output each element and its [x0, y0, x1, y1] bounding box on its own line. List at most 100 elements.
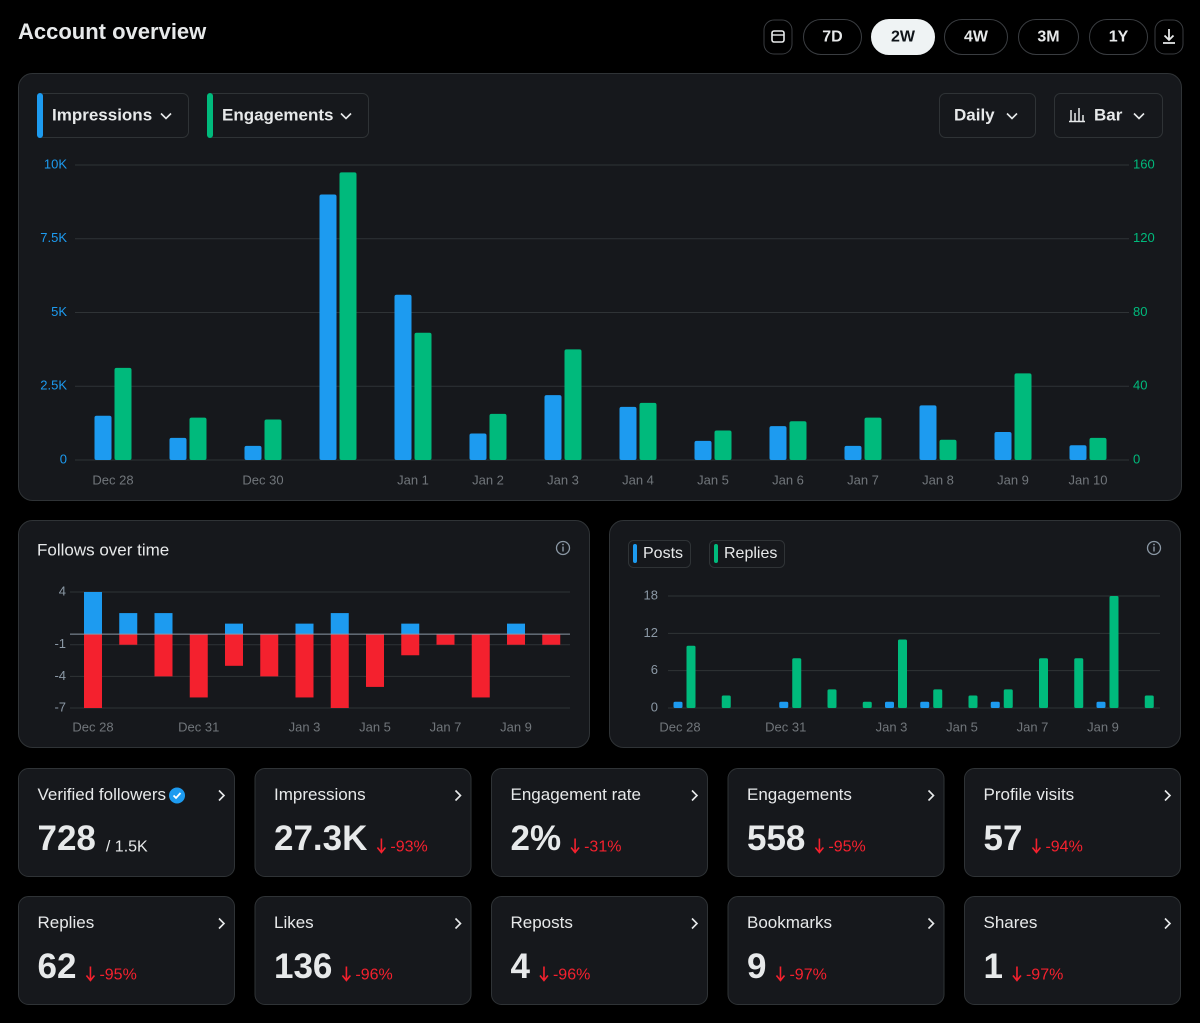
- x-tick-label: Jan 10: [1068, 472, 1107, 487]
- bar: [1096, 701, 1106, 708]
- range-button[interactable]: 7D: [803, 19, 862, 55]
- bar: [994, 431, 1012, 460]
- stat-card[interactable]: Impressions 27.3K -93%: [254, 768, 472, 877]
- posts-panel: [609, 520, 1181, 748]
- stat-card[interactable]: Verified followers 728 / 1.5K: [18, 768, 235, 877]
- range-label: 3M: [1037, 29, 1059, 46]
- x-tick-label: Jan 9: [997, 472, 1029, 487]
- y-tick-label: 6: [651, 662, 658, 677]
- range-button[interactable]: 3M: [1018, 19, 1079, 55]
- stat-card[interactable]: Engagement rate 2% -31%: [491, 768, 708, 877]
- stat-label: Reposts: [511, 913, 573, 932]
- y-tick-label: 2.5K: [40, 378, 67, 393]
- range-pill: [1089, 19, 1148, 55]
- x-tick-label: Jan 6: [772, 472, 804, 487]
- bar: [721, 695, 731, 708]
- card-frame: [727, 768, 945, 877]
- bar: [154, 613, 173, 635]
- bar: [189, 417, 207, 460]
- stat-change: -97%: [1026, 967, 1063, 984]
- chevron: [1164, 789, 1172, 802]
- bar: [469, 433, 487, 460]
- interval-dropdown[interactable]: Daily: [939, 93, 1036, 138]
- range-pill: [871, 19, 935, 55]
- stat-change: -93%: [390, 839, 427, 856]
- bar: [1089, 437, 1107, 460]
- bar: [401, 634, 420, 656]
- bar: [1003, 689, 1013, 708]
- stat-card[interactable]: Replies 62 -95%: [18, 896, 235, 1005]
- range-button[interactable]: 4W: [944, 19, 1008, 55]
- bar: [990, 701, 1000, 708]
- stat-label: Engagements: [747, 785, 852, 804]
- bar: [920, 701, 930, 708]
- down-arrow: [85, 966, 96, 982]
- dropdown-frame: [939, 93, 1036, 138]
- x-tick-label: Jan 4: [622, 472, 654, 487]
- main-chart-panel: [18, 73, 1182, 501]
- stat-change: -97%: [789, 967, 826, 984]
- y-tick-label: 0: [60, 451, 67, 466]
- legend-chip: [628, 540, 691, 568]
- x-tick-label: Jan 9: [1087, 719, 1119, 734]
- y-tick-label: -4: [54, 668, 66, 683]
- chevron: [454, 917, 462, 930]
- legend-item[interactable]: Posts: [628, 540, 691, 568]
- metric-dropdown[interactable]: Engagements: [207, 93, 369, 138]
- stat-label: Engagement rate: [511, 785, 641, 804]
- range-pill: [803, 19, 862, 55]
- range-label: 2W: [891, 29, 916, 46]
- stat-label: Shares: [984, 913, 1038, 932]
- y-tick-label: -7: [54, 699, 66, 714]
- stat-value: 27.3K: [274, 819, 367, 858]
- download-button[interactable]: [1154, 19, 1184, 55]
- bar: [542, 634, 561, 645]
- chevron: [927, 789, 935, 802]
- range-pill: [1018, 19, 1079, 55]
- range-button[interactable]: 2W: [871, 19, 935, 55]
- stat-label: Likes: [274, 913, 314, 932]
- range-pill: [944, 19, 1008, 55]
- stat-card[interactable]: Shares 1 -97%: [964, 896, 1181, 1005]
- range-button[interactable]: 1Y: [1089, 19, 1148, 55]
- bar: [330, 613, 349, 635]
- down-arrow: [1012, 966, 1022, 982]
- x-tick-label: Jan 8: [922, 472, 954, 487]
- info-icon[interactable]: [1146, 540, 1162, 556]
- bar: [844, 445, 862, 460]
- bar: [295, 634, 314, 698]
- x-tick-label: Jan 3: [876, 719, 908, 734]
- stat-card[interactable]: Bookmarks 9 -97%: [727, 896, 945, 1005]
- calendar-button[interactable]: [763, 19, 793, 55]
- stat-card[interactable]: Reposts 4 -96%: [491, 896, 708, 1005]
- bar: [639, 402, 657, 460]
- x-tick-label: Jan 5: [946, 719, 978, 734]
- chart-style-dropdown[interactable]: Bar: [1054, 93, 1163, 138]
- range-label: 4W: [964, 29, 989, 46]
- bar: [898, 639, 907, 708]
- stat-value: 136: [274, 947, 332, 986]
- down-arrow: [1031, 838, 1042, 854]
- bar: [264, 419, 282, 460]
- metric-dropdown[interactable]: Impressions: [37, 93, 189, 138]
- chevron: [218, 789, 226, 802]
- y-tick-label: 7.5K: [40, 230, 67, 245]
- legend-label: Posts: [643, 545, 683, 562]
- stat-card[interactable]: Engagements 558 -95%: [727, 768, 945, 877]
- card-frame: [254, 896, 472, 1005]
- stat-value: 9: [747, 947, 766, 986]
- chevron: [218, 917, 226, 930]
- x-tick-label: Jan 3: [289, 719, 321, 734]
- metric-color: [207, 93, 213, 138]
- bar: [919, 405, 937, 460]
- chevron: [691, 789, 699, 802]
- chevron: [340, 112, 352, 120]
- card-frame: [964, 768, 1181, 877]
- info-icon[interactable]: [555, 540, 571, 556]
- legend-item[interactable]: Replies: [709, 540, 785, 568]
- stat-card[interactable]: Profile visits 57 -94%: [964, 768, 1181, 877]
- stat-card[interactable]: Likes 136 -96%: [254, 896, 472, 1005]
- y-tick-label: 12: [644, 625, 658, 640]
- range-label: 1Y: [1109, 29, 1129, 46]
- bar: [114, 367, 132, 460]
